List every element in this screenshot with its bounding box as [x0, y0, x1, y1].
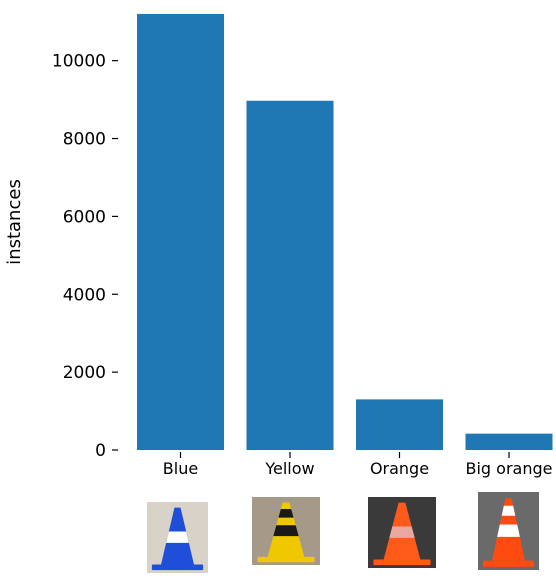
x-tick-label: Big orange: [466, 459, 553, 478]
y-tick-label: 8000: [63, 130, 106, 150]
cone-image-blue: [147, 502, 208, 573]
y-axis-title: instances: [4, 179, 25, 265]
y-tick-label: 10000: [52, 52, 106, 72]
bar-blue: [137, 13, 224, 451]
y-tick-label: 2000: [63, 363, 106, 383]
bars: [137, 13, 553, 451]
x-axis: Blue Yellow Orange Big orange: [163, 452, 553, 478]
bar-yellow: [246, 100, 334, 450]
bar-big-orange: [465, 433, 553, 450]
cone-image-yellow: [252, 497, 320, 565]
y-axis: 0 2000 4000 6000 8000 10000: [52, 52, 118, 461]
cone-thumbnails: [147, 492, 539, 573]
y-tick-label: 4000: [63, 285, 106, 305]
cone-image-big-orange: [478, 492, 539, 570]
x-tick-label: Blue: [163, 459, 198, 478]
y-tick-label: 6000: [63, 207, 106, 227]
y-tick-label: 0: [95, 441, 106, 461]
x-tick-label: Orange: [370, 459, 429, 478]
cone-image-orange: [368, 497, 436, 568]
x-tick-label: Yellow: [264, 459, 314, 478]
bar-orange: [356, 399, 443, 450]
